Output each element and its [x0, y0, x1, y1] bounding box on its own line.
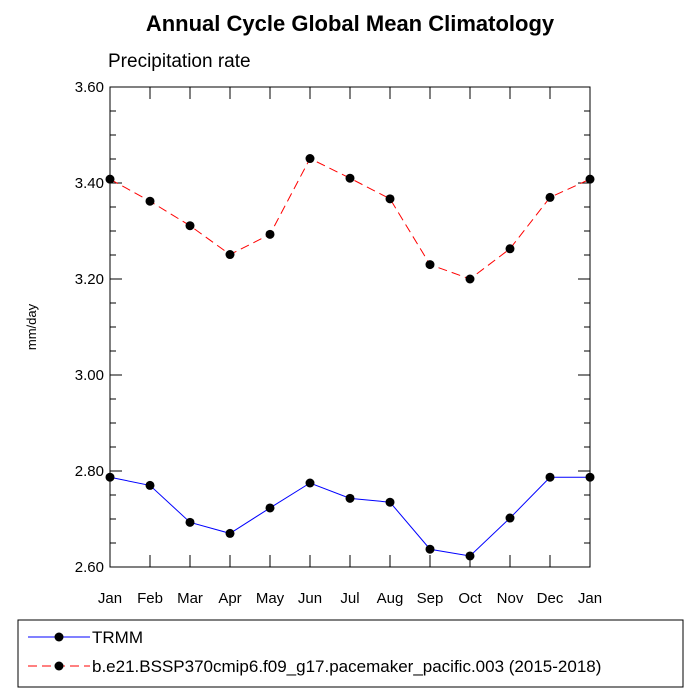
series-1-point — [305, 478, 315, 488]
chart-subtitle: Precipitation rate — [108, 51, 251, 72]
series-2-point — [585, 174, 595, 184]
series-2-point — [465, 274, 475, 284]
series-2-point — [505, 244, 515, 254]
series-1-point — [585, 472, 595, 482]
series-2-point — [545, 192, 555, 202]
x-tick-label: Feb — [137, 590, 163, 607]
series-1-point — [425, 544, 435, 554]
x-tick-label: Jan — [98, 590, 122, 607]
x-tick-label: Aug — [377, 590, 404, 607]
series-1-point — [265, 503, 275, 513]
legend-box — [17, 619, 684, 688]
x-tick-label: Jul — [340, 590, 359, 607]
x-tick-label: Oct — [458, 590, 482, 607]
series-line-1 — [109, 476, 590, 557]
legend-marker-2 — [54, 661, 64, 671]
y-tick-label: 3.00 — [75, 367, 104, 384]
y-tick-label: 3.60 — [75, 79, 104, 96]
x-tick-label: Sep — [417, 590, 444, 607]
series-2-point — [305, 154, 315, 164]
series-1-point — [105, 472, 115, 482]
legend-marker-1 — [54, 632, 64, 642]
series-1-point — [545, 472, 555, 482]
legend-label-1: TRMM — [92, 628, 143, 647]
series-1-point — [345, 493, 355, 503]
series-2-point — [105, 174, 115, 184]
x-tick-label: Mar — [177, 590, 203, 607]
x-tick-label: Jun — [298, 590, 322, 607]
series-2-point — [265, 229, 275, 239]
y-axis-label: mm/day — [24, 303, 39, 350]
x-tick-label: Jan — [578, 590, 602, 607]
y-tick-label: 2.80 — [75, 463, 104, 480]
chart-title: Annual Cycle Global Mean Climatology — [146, 11, 555, 36]
x-tick-label: Apr — [218, 590, 241, 607]
series-1-point — [185, 517, 195, 527]
y-tick-label: 3.20 — [75, 271, 104, 288]
y-tick-label: 2.60 — [75, 559, 104, 576]
x-tick-label: Dec — [537, 590, 564, 607]
series-1-point — [385, 497, 395, 507]
x-tick-label: Nov — [497, 590, 524, 607]
series-2-point — [185, 221, 195, 231]
series-2-point — [385, 194, 395, 204]
series-1-point — [225, 528, 235, 538]
x-tick-label: May — [256, 590, 285, 607]
series-1-point — [465, 551, 475, 561]
y-tick-label: 3.40 — [75, 175, 104, 192]
plot-area: 2.60 2.80 3.00 3.20 3.40 3.60 Jan Feb Mar Apr May J… — [75, 79, 602, 607]
series-2-point — [345, 173, 355, 183]
series-2-point — [425, 260, 435, 270]
series-2-point — [145, 196, 155, 206]
series-1-point — [505, 513, 515, 523]
legend-label-2: b.e21.BSSP370cmip6.f09_g17.pacemaker_pac… — [92, 657, 601, 676]
series-2-point — [225, 250, 235, 260]
series-1-point — [145, 480, 155, 490]
legend: TRMM b.e21.BSSP370cmip6.f09_g17.pacemaker… — [17, 619, 684, 688]
